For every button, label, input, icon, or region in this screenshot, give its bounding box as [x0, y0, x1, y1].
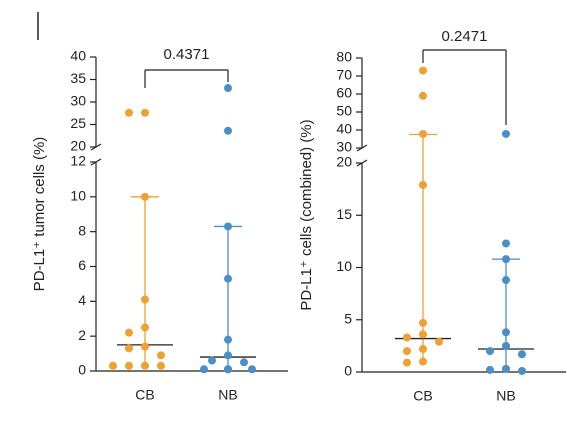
p-value: 0.4371 — [164, 46, 210, 63]
data-point — [419, 66, 427, 75]
data-point — [141, 342, 149, 351]
data-point — [240, 358, 248, 367]
x-tick-label: NB — [496, 388, 515, 404]
y-tick-label: 25 — [70, 115, 86, 131]
y-tick-label: 8 — [78, 222, 86, 238]
data-point — [502, 364, 510, 373]
x-tick-label: CB — [135, 387, 154, 403]
data-point — [157, 361, 165, 370]
y-tick-label: 40 — [336, 121, 352, 137]
data-point — [518, 350, 526, 359]
data-point — [435, 337, 443, 346]
data-point — [224, 335, 232, 344]
y-tick-label: 12 — [70, 153, 86, 169]
y-tick-label: 10 — [336, 258, 352, 274]
y-tick-label: 15 — [336, 206, 352, 222]
data-point — [502, 239, 510, 248]
y-tick-label: 30 — [70, 93, 86, 109]
data-point — [502, 255, 510, 264]
x-tick-label: NB — [218, 387, 237, 403]
data-point — [224, 222, 232, 231]
data-point — [141, 192, 149, 201]
data-point — [419, 91, 427, 100]
data-point — [248, 365, 256, 374]
y-tick-label: 50 — [336, 103, 352, 119]
y-tick-label: 4 — [78, 292, 86, 308]
y-tick-label: 20 — [70, 138, 86, 154]
data-point — [141, 108, 149, 117]
y-tick-label: 0 — [344, 363, 352, 379]
data-point — [208, 356, 216, 365]
data-point — [419, 357, 427, 366]
y-tick-label: 0 — [78, 362, 86, 378]
data-point — [486, 347, 494, 356]
data-point — [502, 328, 510, 337]
data-point — [403, 358, 411, 367]
data-point — [403, 333, 411, 342]
data-point — [419, 330, 427, 339]
y-tick-label: 20 — [336, 154, 352, 170]
data-point — [200, 365, 208, 374]
data-point — [518, 366, 526, 375]
y-tick-label: 10 — [70, 188, 86, 204]
x-tick-label: CB — [413, 388, 432, 404]
p-value: 0.2471 — [442, 28, 488, 45]
data-point — [502, 341, 510, 350]
data-point — [125, 361, 133, 370]
y-tick-label: 6 — [78, 257, 86, 273]
data-point — [486, 365, 494, 374]
data-point — [502, 276, 510, 285]
y-tick-label: 70 — [336, 67, 352, 83]
data-point — [125, 344, 133, 353]
data-point — [141, 295, 149, 304]
data-point — [157, 351, 165, 360]
data-point — [125, 328, 133, 337]
y-tick-label: 30 — [336, 139, 352, 155]
y-tick-label: 5 — [344, 310, 352, 326]
data-point — [403, 347, 411, 356]
data-point — [141, 323, 149, 332]
data-point — [419, 180, 427, 189]
data-point — [224, 274, 232, 283]
data-point — [224, 351, 232, 360]
data-point — [125, 108, 133, 117]
y-tick-label: 40 — [70, 48, 86, 64]
data-point — [419, 318, 427, 327]
data-point — [502, 129, 510, 138]
y-tick-label: 60 — [336, 85, 352, 101]
y-axis-label: PD-L1⁺ cells (combined) (%) — [298, 119, 315, 310]
y-tick-label: 35 — [70, 70, 86, 86]
data-point — [419, 345, 427, 354]
data-point — [141, 361, 149, 370]
data-point — [109, 361, 117, 370]
y-tick-label: 2 — [78, 327, 86, 343]
data-point — [224, 84, 232, 93]
y-tick-label: 80 — [336, 49, 352, 65]
data-point — [419, 129, 427, 138]
y-axis-label: PD-L1⁺ tumor cells (%) — [31, 137, 48, 292]
data-point — [224, 126, 232, 135]
data-point — [224, 365, 232, 374]
